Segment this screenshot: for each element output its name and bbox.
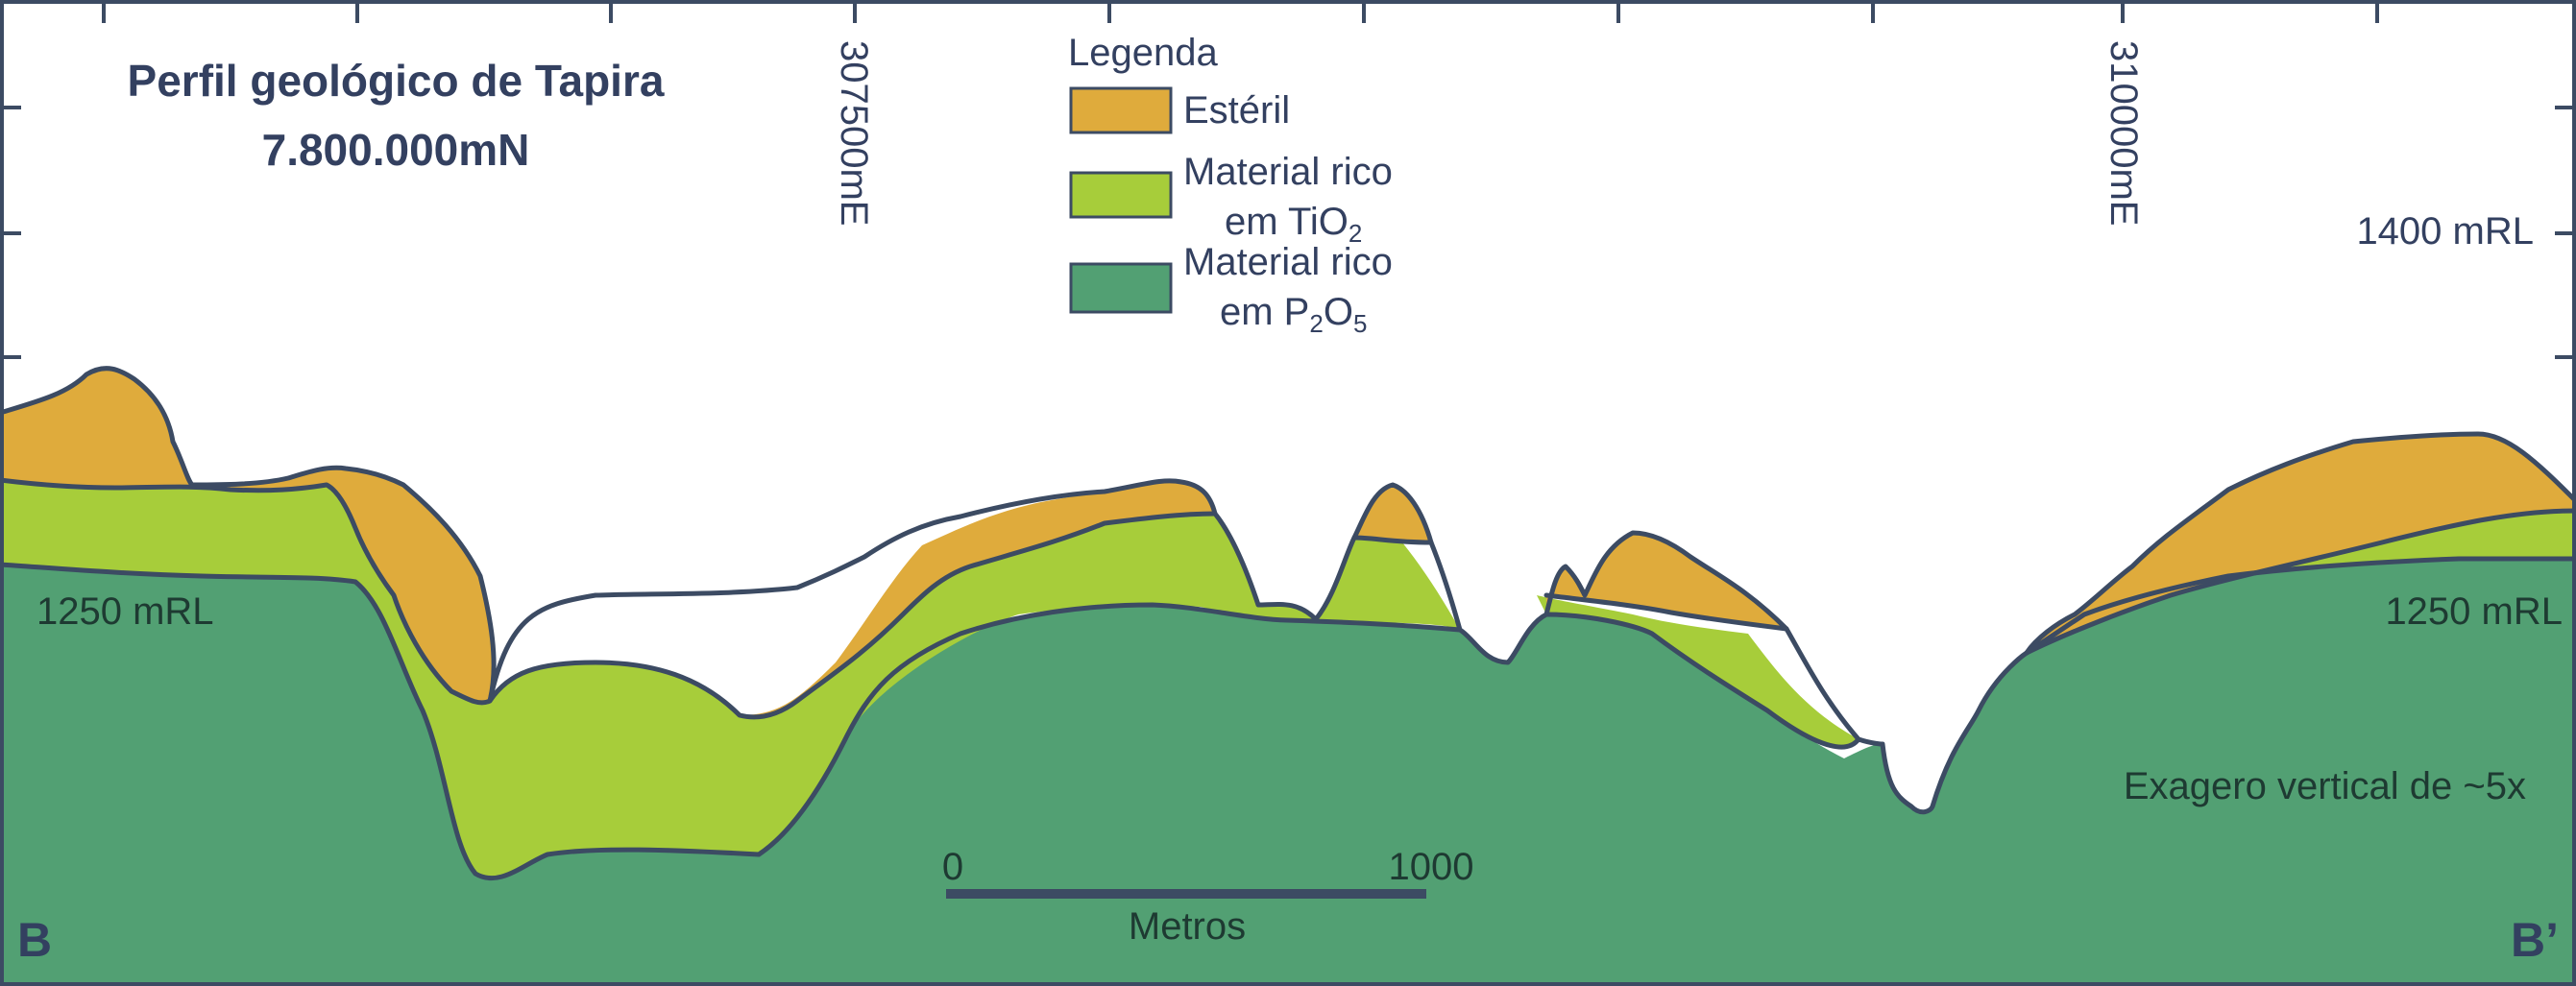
- easting-label-310000: 310000mE: [2102, 40, 2145, 226]
- scale-bar-start: 0: [942, 846, 963, 888]
- title-line-2: 7.800.000mN: [262, 125, 530, 175]
- elevation-label-1400: 1400 mRL: [2356, 210, 2534, 253]
- elevation-label-1250-right: 1250 mRL: [2385, 590, 2563, 633]
- legend: Legenda Estéril Material rico em TiO2 Ma…: [1068, 32, 1393, 338]
- legend-swatch-tio2: [1069, 171, 1173, 219]
- tio2-base-line-2: [1543, 612, 1861, 750]
- scale-bar-end: 1000: [1389, 846, 1474, 888]
- legend-label-tio2-sub: 2: [1349, 219, 1362, 248]
- top-ticks: [102, 2, 2379, 23]
- esteril-base-line-2: [1351, 535, 1434, 545]
- topography-line: [0, 366, 2576, 815]
- legend-label-p2o5-sub1: 2: [1309, 309, 1323, 338]
- title-line-1: Perfil geológico de Tapira: [128, 56, 665, 106]
- contact-lines: [0, 366, 2576, 881]
- esteril-base-line-3: [1543, 592, 1789, 632]
- esteril-base-line: [0, 477, 1218, 720]
- legend-label-tio2-line1: Material rico: [1183, 151, 1393, 193]
- scale-bar: 0 1000 Metros: [942, 846, 1474, 948]
- vertical-exaggeration-note: Exagero vertical de ~5x: [2124, 765, 2526, 807]
- legend-swatch-p2o5: [1069, 262, 1173, 314]
- section-end-right: B’: [2511, 913, 2559, 967]
- elevation-label-1250-left: 1250 mRL: [36, 590, 214, 633]
- legend-label-p2o5-prefix: em P: [1220, 291, 1309, 333]
- legend-label-tio2-prefix: em TiO: [1225, 201, 1349, 243]
- legend-swatch-esteril: [1069, 86, 1173, 134]
- legend-label-p2o5-mid: O: [1324, 291, 1353, 333]
- scale-bar-line: [946, 889, 1426, 899]
- legend-heading: Legenda: [1068, 32, 1218, 74]
- legend-label-esteril: Estéril: [1183, 89, 1290, 132]
- tio2-layer: [0, 480, 2576, 878]
- tio2-base-line-3: [2024, 556, 2576, 656]
- legend-label-p2o5-line1: Material rico: [1183, 241, 1393, 283]
- easting-label-307500: 307500mE: [833, 40, 875, 226]
- legend-label-tio2-line2: em TiO2: [1225, 201, 1362, 248]
- section-end-left: B: [17, 913, 52, 967]
- legend-label-p2o5-sub2: 5: [1353, 309, 1367, 338]
- tio2-base-line: [0, 562, 1463, 881]
- legend-label-p2o5-line2: em P2O5: [1220, 291, 1367, 338]
- p2o5-layer: [0, 559, 2576, 986]
- scale-bar-unit: Metros: [1129, 905, 1246, 948]
- esteril-base-line-4: [2024, 508, 2576, 656]
- side-ticks: [2, 106, 2574, 359]
